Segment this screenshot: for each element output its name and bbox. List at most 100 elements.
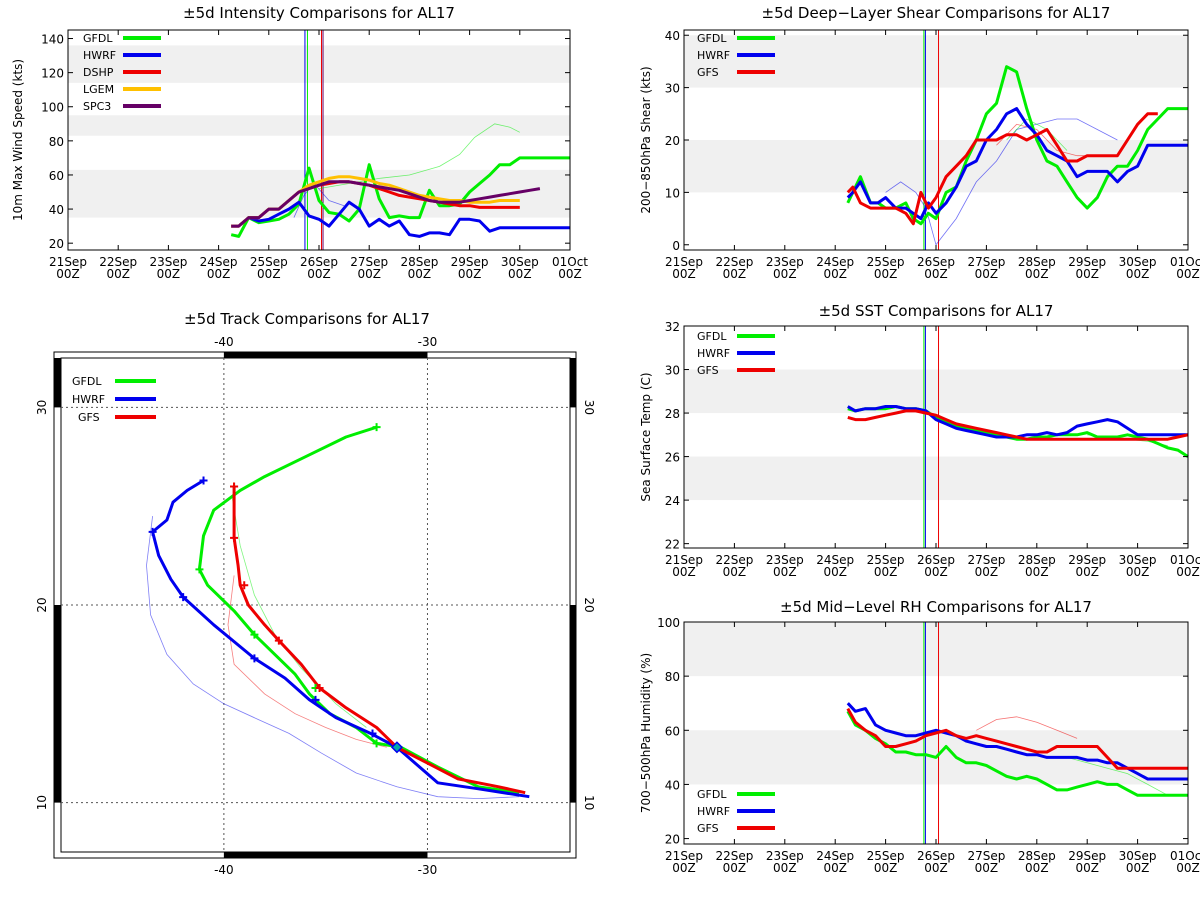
x-tick-label: 25Sep <box>867 849 905 863</box>
legend-label: GFS <box>697 822 719 835</box>
track-line-hwrf <box>151 479 530 799</box>
track-marker-hwrf <box>179 593 188 602</box>
longitude-label: -30 <box>418 863 438 877</box>
x-tick-label: 27Sep <box>967 849 1005 863</box>
thin-line-gfs <box>976 716 1078 739</box>
y-tick-label: 32 <box>665 320 680 334</box>
track-line-gfs <box>232 486 526 795</box>
legend-label: SPC3 <box>83 100 111 113</box>
x-tick-label: 24Sep <box>816 255 854 269</box>
x-tick-label: 27Sep <box>967 553 1005 567</box>
y-axis-label: 200−850hPa Shear (kts) <box>639 66 653 213</box>
legend: GFDL HWRF GFS <box>697 788 775 835</box>
band <box>68 169 570 218</box>
legend-label: GFS <box>697 66 719 79</box>
thin-line-gfdl <box>1006 118 1068 151</box>
x-tick-label: 22Sep <box>715 849 753 863</box>
x-tick-label: 30Sep <box>1119 553 1157 567</box>
x-tick-label: 00Z <box>924 565 948 579</box>
legend-label: GFS <box>78 411 100 424</box>
legend: GFDL HWRF GFS <box>72 375 156 424</box>
thin-line-gfdl <box>1066 757 1168 796</box>
x-tick-label: 26Sep <box>917 255 955 269</box>
band <box>684 35 1188 88</box>
x-tick-label: 00Z <box>1176 861 1200 875</box>
x-tick-label: 25Sep <box>250 255 288 269</box>
x-tick-label: 00Z <box>723 861 747 875</box>
thin-line-hwrf <box>885 118 1118 246</box>
band <box>68 45 570 83</box>
latitude-label: 20 <box>582 597 596 612</box>
legend-label: LGEM <box>83 83 114 96</box>
map-border-segment <box>54 605 61 803</box>
track-marker-gfs <box>274 636 283 645</box>
band <box>684 622 1188 677</box>
x-tick-label: 27Sep <box>350 255 388 269</box>
track-marker-hwrf <box>199 476 208 485</box>
x-tick-label: 00Z <box>924 267 948 281</box>
chart-title: ±5d Track Comparisons for AL17 <box>184 310 430 328</box>
x-tick-label: 00Z <box>723 267 747 281</box>
x-tick-label: 24Sep <box>816 849 854 863</box>
longitude-label: -40 <box>214 335 234 349</box>
legend-label: HWRF <box>697 347 730 360</box>
map-border-segment <box>223 352 428 358</box>
shear-chart: 01020304021Sep00Z22Sep00Z23Sep00Z24Sep00… <box>639 4 1200 281</box>
band <box>684 456 1188 501</box>
x-tick-label: 22Sep <box>99 255 137 269</box>
x-tick-label: 00Z <box>307 267 331 281</box>
x-tick-label: 00Z <box>1025 565 1049 579</box>
y-tick-label: 30 <box>665 364 680 378</box>
x-tick-label: 24Sep <box>200 255 238 269</box>
x-tick-label: 30Sep <box>501 255 539 269</box>
chart-title: ±5d Mid−Level RH Comparisons for AL17 <box>780 598 1092 616</box>
x-tick-label: 00Z <box>1126 267 1150 281</box>
y-tick-label: 60 <box>49 169 64 183</box>
longitude-label: -40 <box>214 863 234 877</box>
series-line-spc3 <box>231 180 541 228</box>
y-tick-label: 10 <box>665 186 680 200</box>
track-marker-hwrf <box>148 527 157 536</box>
x-tick-label: 21Sep <box>665 849 703 863</box>
x-tick-label: 29Sep <box>451 255 489 269</box>
x-tick-label: 00Z <box>408 267 432 281</box>
longitude-label: -30 <box>418 335 438 349</box>
series-line-gfdl <box>846 710 1188 797</box>
legend-label: GFDL <box>697 788 727 801</box>
legend-label: GFS <box>697 364 719 377</box>
x-tick-label: 25Sep <box>867 255 905 269</box>
y-tick-label: 20 <box>49 237 64 251</box>
track-marker-gfs <box>315 683 324 692</box>
y-tick-label: 0 <box>672 239 680 253</box>
y-tick-label: 20 <box>665 134 680 148</box>
x-tick-label: 26Sep <box>300 255 338 269</box>
x-tick-label: 00Z <box>458 267 482 281</box>
sst-chart: 22242628303221Sep00Z22Sep00Z23Sep00Z24Se… <box>639 302 1200 579</box>
x-tick-label: 28Sep <box>1018 553 1056 567</box>
y-tick-label: 40 <box>665 29 680 43</box>
storm-position-marker <box>390 741 404 754</box>
track-marker-gfdl <box>195 565 204 574</box>
x-tick-label: 00Z <box>1075 565 1099 579</box>
legend-label: HWRF <box>72 393 105 406</box>
y-tick-label: 40 <box>665 778 680 792</box>
y-tick-label: 60 <box>665 724 680 738</box>
rh-chart: 2040608010021Sep00Z22Sep00Z23Sep00Z24Sep… <box>639 598 1200 875</box>
x-tick-label: 01Oct <box>1170 553 1200 567</box>
y-axis-label: 10m Max Wind Speed (kts) <box>11 59 25 221</box>
track-marker-gfdl <box>250 630 259 639</box>
x-tick-label: 00Z <box>1025 861 1049 875</box>
x-tick-label: 00Z <box>1075 861 1099 875</box>
x-tick-label: 00Z <box>357 267 381 281</box>
intensity-chart: 2040608010012014021Sep00Z22Sep00Z23Sep00… <box>11 4 588 281</box>
y-tick-label: 120 <box>41 67 64 81</box>
y-tick-label: 28 <box>665 407 680 421</box>
map-border-segment <box>54 358 61 408</box>
track-marker-gfs <box>230 482 239 491</box>
x-tick-label: 00Z <box>924 861 948 875</box>
y-tick-label: 100 <box>657 616 680 630</box>
x-tick-label: 01Oct <box>1170 255 1200 269</box>
x-tick-label: 00Z <box>874 861 898 875</box>
x-tick-label: 27Sep <box>967 255 1005 269</box>
x-tick-label: 01Oct <box>552 255 588 269</box>
